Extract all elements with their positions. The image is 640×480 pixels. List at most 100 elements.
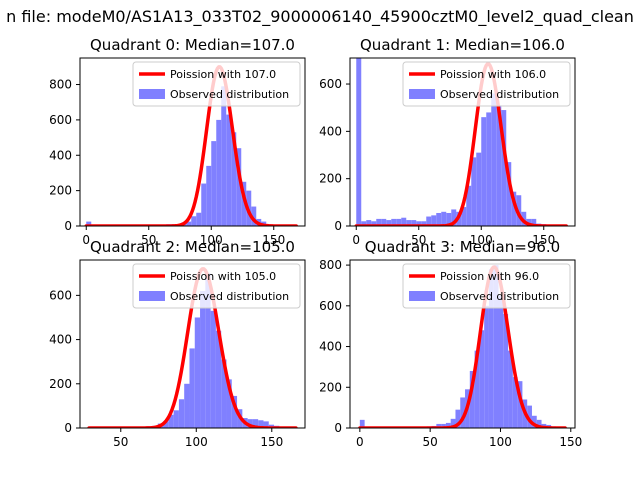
histogram-bar (488, 269, 494, 428)
axes-frame (349, 259, 576, 429)
histogram-bar (178, 399, 185, 428)
y-tick-label: 400 (319, 340, 342, 354)
histogram-bar (226, 379, 232, 428)
subplots: 0 50 100 150 0 200 400 600 800 Quadrant 0: Median… (49, 36, 582, 449)
histogram-bar (221, 359, 227, 428)
histogram-bar (201, 183, 207, 226)
histogram-bar (168, 414, 174, 428)
histogram-bar (361, 221, 367, 226)
y-tick-label: 0 (334, 421, 342, 435)
histogram-bar (263, 421, 269, 428)
histogram-bar (531, 415, 537, 428)
y-tick-label: 600 (49, 113, 72, 127)
histogram-bar (251, 206, 257, 226)
x-tick-label: 100 (470, 233, 493, 247)
histogram-bar (476, 152, 482, 226)
histogram-bar (461, 207, 467, 226)
histogram-bar (194, 317, 201, 428)
histogram-bar (231, 395, 238, 428)
subplot-2: 50 100 150 0 200 400 600 Quadrant 2: Median=105… (49, 238, 306, 449)
x-tick-label: 50 (423, 435, 438, 449)
histogram-bar (381, 218, 387, 226)
axes-frame (79, 57, 306, 227)
poisson-curve (358, 265, 567, 428)
histogram-bar (460, 397, 466, 428)
histogram-bar (200, 290, 206, 428)
legend-bar-swatch (139, 89, 165, 99)
histogram-bar (411, 220, 417, 226)
histogram-bar (401, 217, 407, 226)
legend: Poission with 105.0 Observed distribution (132, 263, 301, 309)
y-tick-label: 600 (319, 299, 342, 313)
legend-label-observed: Observed distribution (440, 290, 559, 303)
x-tick-label: 150 (260, 435, 283, 449)
histogram-bar (391, 218, 397, 226)
histogram-bar (455, 409, 461, 428)
histogram-bar (216, 119, 222, 226)
histogram-bar (517, 381, 523, 428)
x-tick-label: 150 (559, 435, 582, 449)
histogram-bar (376, 218, 382, 226)
y-tick-label: 200 (319, 172, 342, 186)
histogram-bar (173, 410, 179, 428)
histogram-bar (196, 212, 202, 226)
histogram-bar (215, 330, 222, 428)
histogram-bar (426, 216, 432, 226)
legend: Poission with 107.0 Observed distribution (132, 61, 301, 107)
histogram-bar (431, 215, 437, 226)
subplot-1: 0 50 100 150 0 200 400 600 Quadrant 1: Median=10… (319, 36, 576, 247)
y-tick-label: 200 (49, 377, 72, 391)
x-tick-label: 50 (411, 233, 426, 247)
legend: Poission with 96.0 Observed distribution (402, 263, 571, 309)
legend-label-observed: Observed distribution (440, 88, 559, 101)
histogram-bar (189, 348, 195, 428)
x-tick-label: 0 (352, 233, 360, 247)
plot-area (354, 58, 568, 226)
legend-label-poisson: Poission with 106.0 (440, 68, 546, 81)
histogram-bar (451, 209, 457, 226)
subplot-title: Quadrant 3: Median=96.0 (365, 238, 560, 256)
legend-bar-swatch (409, 291, 435, 301)
legend-box (132, 263, 301, 309)
y-tick-label: 0 (334, 219, 342, 233)
histogram-bar (206, 165, 212, 226)
y-tick-label: 800 (49, 78, 72, 92)
histogram-bar (474, 350, 480, 428)
histogram-bar (466, 185, 472, 226)
legend: Poission with 106.0 Observed distribution (402, 61, 571, 107)
histogram-bar (252, 419, 259, 428)
histogram-bar (493, 265, 499, 428)
plot-area (84, 65, 298, 226)
histogram-bar (163, 421, 169, 428)
subplot-3: 0 50 100 150 0 200 400 600 800 Quadrant 3: Median… (319, 238, 582, 449)
y-tick-label: 200 (319, 380, 342, 394)
histogram-bar (486, 112, 492, 226)
histogram-bar (191, 216, 197, 226)
legend-label-observed: Observed distribution (170, 290, 289, 303)
histogram-bar (359, 419, 365, 428)
figure-suptitle: n file: modeM0/AS1A13_033T02_9000006140_… (6, 7, 634, 27)
histogram-bar (366, 220, 372, 226)
histogram-bar (536, 419, 542, 428)
legend-box (132, 61, 301, 107)
x-tick-label: 100 (489, 435, 512, 449)
subplot-0: 0 50 100 150 0 200 400 600 800 Quadrant 0: Median… (49, 36, 306, 247)
histogram-bar (211, 141, 217, 226)
histogram-bar (498, 295, 504, 428)
histogram-bar (221, 86, 227, 226)
histogram-bar (496, 105, 502, 226)
x-tick-label: 50 (113, 435, 128, 449)
y-tick-label: 600 (49, 288, 72, 302)
legend-box (402, 263, 571, 309)
histogram-bar (484, 305, 489, 428)
histogram-bar (247, 419, 253, 428)
histogram-bar (356, 58, 362, 226)
x-tick-label: 0 (356, 435, 364, 449)
legend-label-poisson: Poission with 107.0 (170, 68, 276, 81)
histogram-bar (479, 330, 485, 428)
legend-label-poisson: Poission with 105.0 (170, 270, 276, 283)
histogram-bar (226, 114, 232, 226)
histogram-bar (205, 273, 211, 428)
histogram-bar (512, 377, 518, 428)
